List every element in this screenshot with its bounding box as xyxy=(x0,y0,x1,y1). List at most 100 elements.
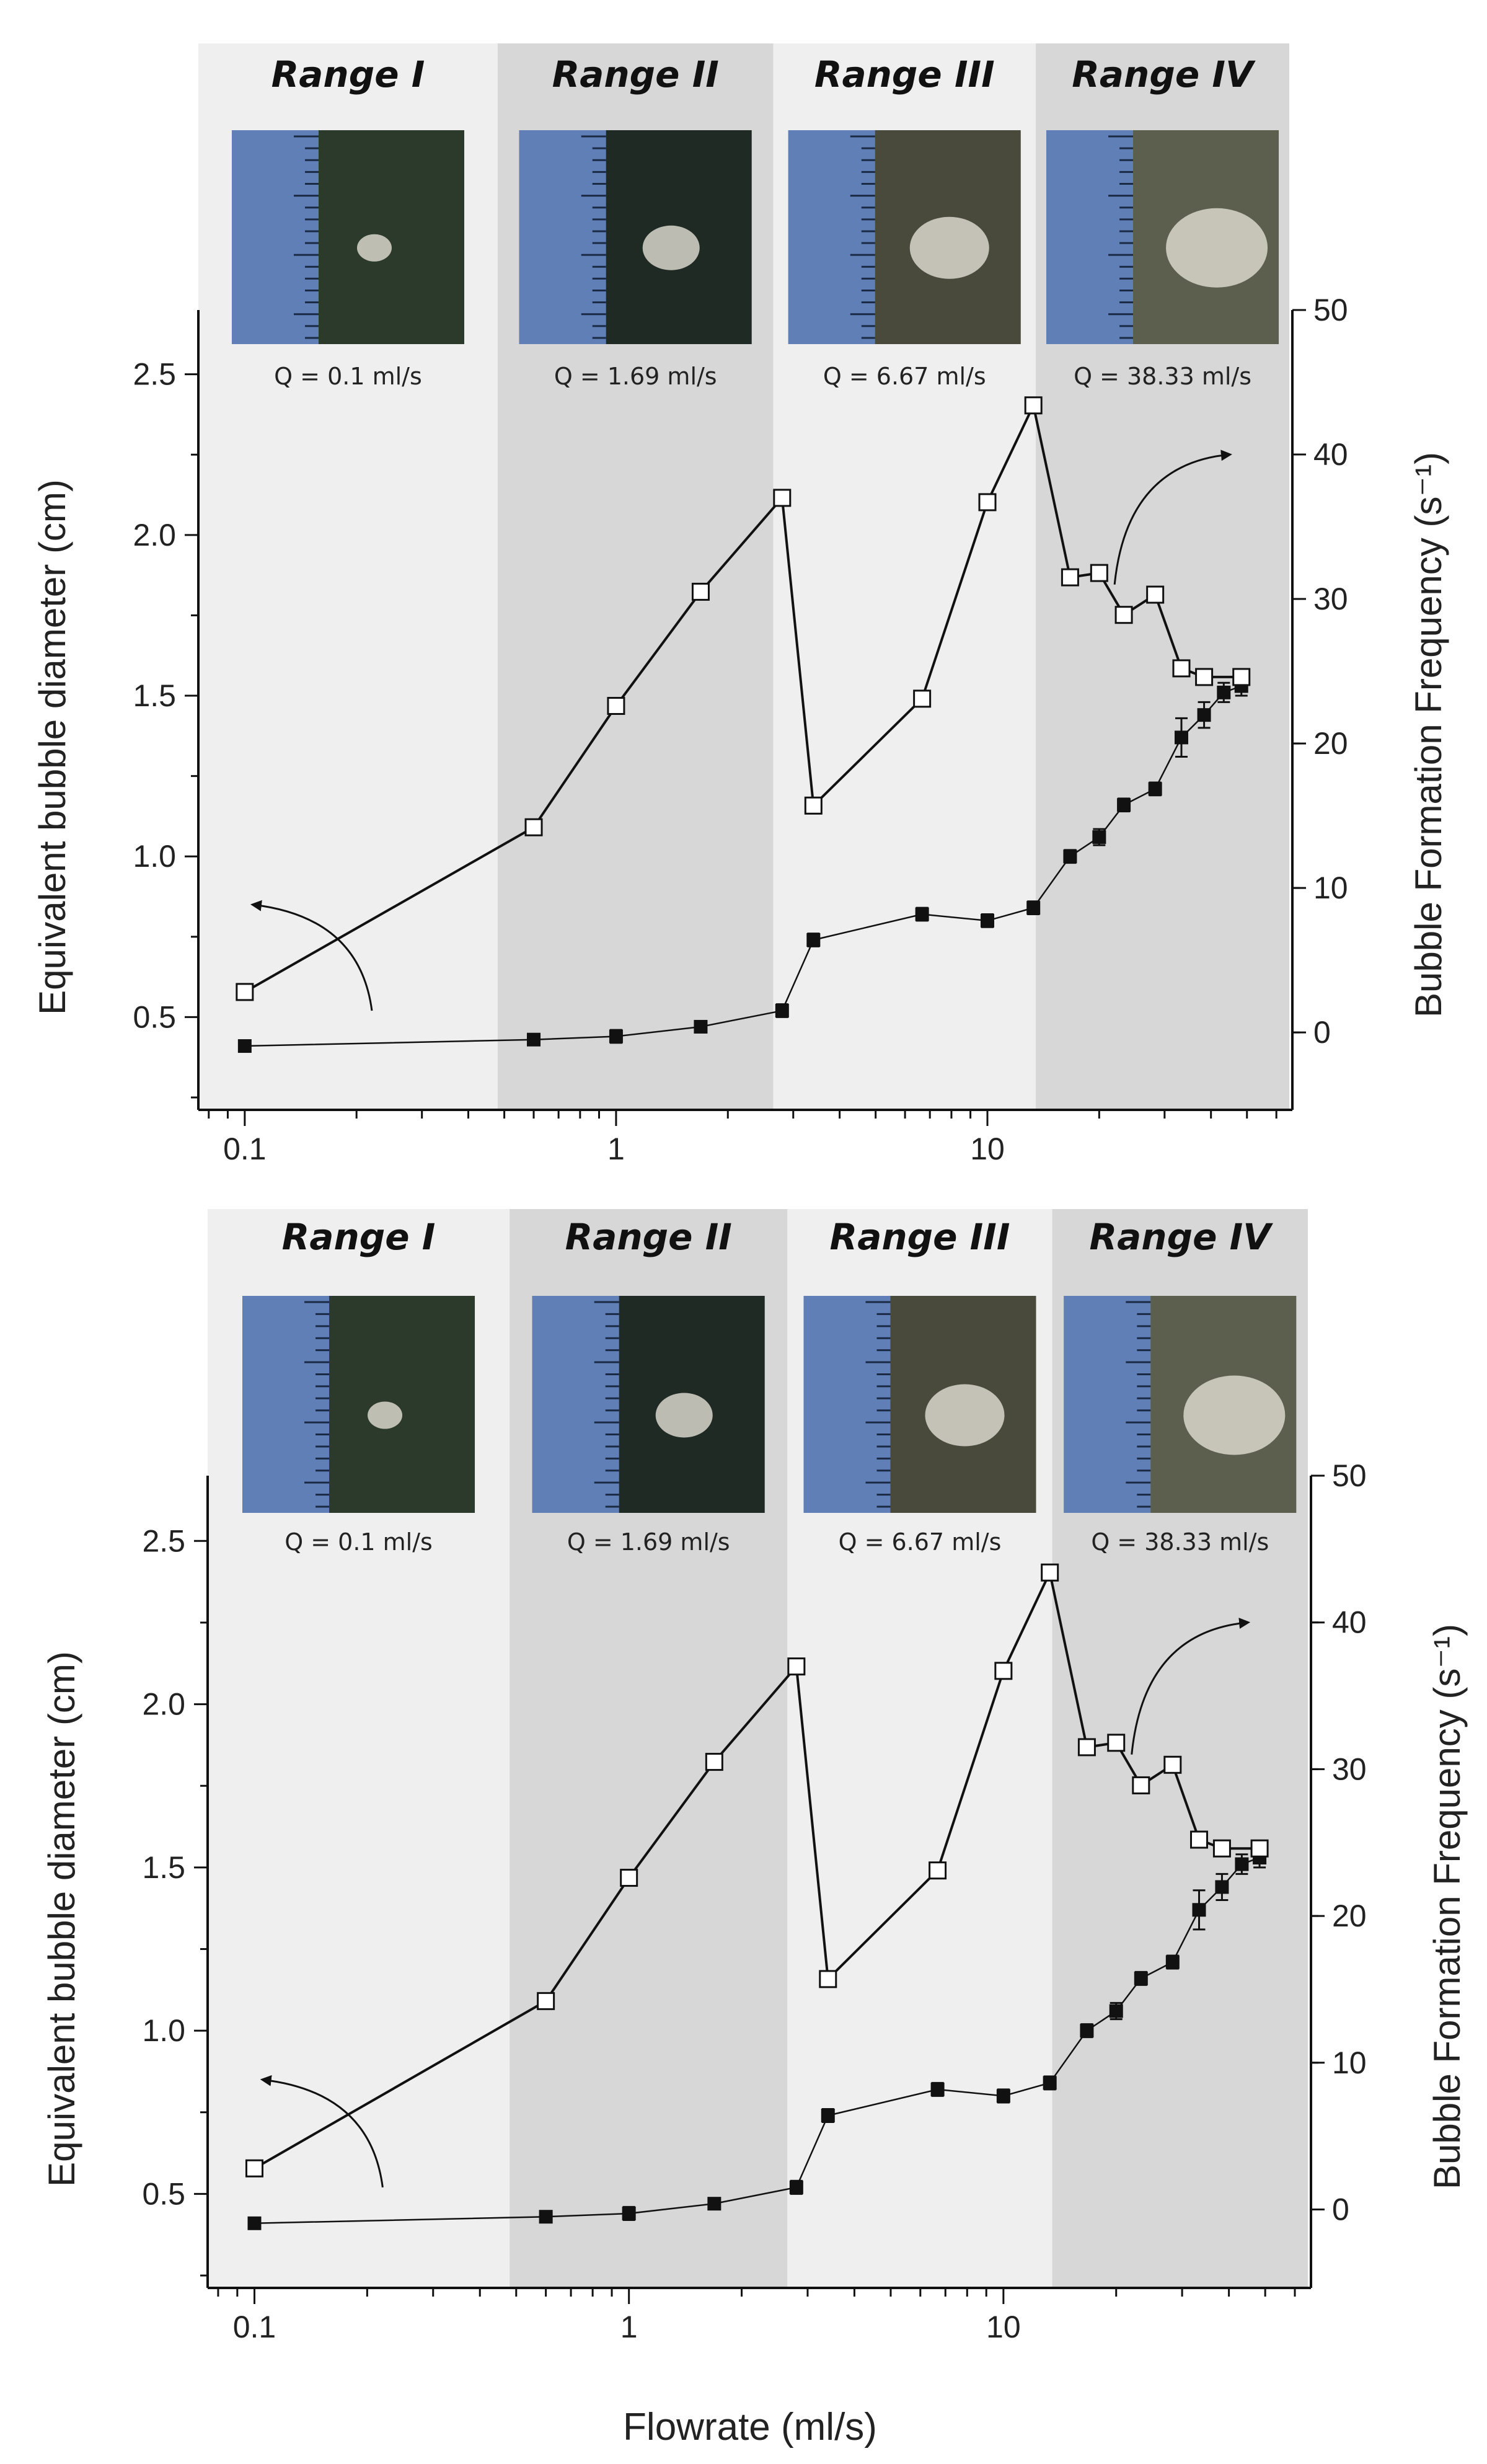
left-y-tick-label: 1.0 xyxy=(142,2013,185,2048)
frequency-point xyxy=(1024,396,1043,415)
range-photo-3 xyxy=(803,1296,1036,1513)
range-photo-4 xyxy=(1064,1296,1297,1513)
photo-ruler xyxy=(519,130,606,344)
frequency-point xyxy=(913,689,932,708)
frequency-point xyxy=(1212,1839,1231,1858)
flowrate-label-1: Q = 0.1 ml/s xyxy=(274,363,422,390)
frequency-point xyxy=(1077,1738,1096,1757)
right-y-tick-label: 30 xyxy=(1332,1752,1367,1786)
diameter-point xyxy=(775,1004,789,1018)
diameter-point xyxy=(1192,1903,1206,1917)
photo-ruler xyxy=(242,1296,330,1513)
diameter-point xyxy=(915,907,929,921)
left-y-tick-label: 2.0 xyxy=(142,1687,185,1722)
range-photo-1 xyxy=(242,1296,475,1513)
frequency-point xyxy=(1172,659,1191,678)
diameter-point xyxy=(707,2197,721,2211)
arrow-to-right-axis xyxy=(1113,450,1232,585)
diameter-point xyxy=(1109,2004,1123,2018)
frequency-series xyxy=(236,396,1251,1001)
flowrate-label-4: Q = 38.33 ml/s xyxy=(1074,363,1251,390)
flowrate-label-3: Q = 6.67 ml/s xyxy=(839,1528,1002,1556)
frequency-point xyxy=(773,489,792,507)
diameter-point xyxy=(981,913,995,928)
bubble-image xyxy=(642,225,700,270)
frequency-point xyxy=(236,983,254,1001)
photo-ruler xyxy=(532,1296,619,1513)
left-y-tick-label: 0.5 xyxy=(142,2176,185,2211)
diameter-point xyxy=(789,2180,803,2194)
x-tick-label: 1 xyxy=(620,2310,638,2344)
frequency-point xyxy=(1195,668,1214,686)
frequency-point xyxy=(1114,606,1133,624)
diameter-point xyxy=(247,2216,262,2230)
x-tick-label: 0.1 xyxy=(233,2310,276,2344)
diameter-point xyxy=(622,2206,636,2220)
frequency-point xyxy=(929,1861,947,1880)
diameter-series xyxy=(237,675,1248,1053)
bubble-image xyxy=(655,1393,713,1438)
arrow-to-left-axis xyxy=(260,2075,384,2188)
diameter-point xyxy=(1215,1880,1229,1894)
flowrate-label-2: Q = 1.69 ml/s xyxy=(554,363,717,390)
range-title-4: Range IV xyxy=(1089,1216,1273,1258)
right-y-tick-label: 50 xyxy=(1332,1458,1367,1493)
frequency-point xyxy=(607,696,625,715)
frequency-series xyxy=(245,1563,1269,2178)
photo-ruler xyxy=(1064,1296,1151,1513)
photo-ruler xyxy=(803,1296,891,1513)
flowrate-label-3: Q = 6.67 ml/s xyxy=(823,363,986,390)
frequency-point xyxy=(1232,668,1251,686)
right-y-axis-title: Bubble Formation Frequency (s⁻¹) xyxy=(1426,1624,1468,2189)
range-photo-3 xyxy=(788,130,1021,344)
range-title-2: Range II xyxy=(552,53,719,95)
x-tick-label: 10 xyxy=(986,2310,1021,2344)
frequency-point xyxy=(804,796,823,815)
diameter-point xyxy=(1217,685,1231,699)
flowrate-label-4: Q = 38.33 ml/s xyxy=(1091,1528,1269,1556)
frequency-point xyxy=(1041,1563,1059,1582)
right-y-tick-label: 50 xyxy=(1313,293,1348,327)
diameter-point xyxy=(1026,901,1041,915)
right-y-tick-label: 20 xyxy=(1313,726,1348,761)
frequency-point xyxy=(524,818,543,836)
frequency-point xyxy=(1163,1755,1182,1774)
range-photo-2 xyxy=(519,130,752,344)
range-photo-4 xyxy=(1046,130,1279,344)
photo-ruler xyxy=(231,130,319,344)
bubble-image xyxy=(925,1384,1005,1447)
right-y-tick-label: 10 xyxy=(1313,871,1348,905)
diameter-point xyxy=(1134,1971,1148,1985)
left-y-tick-label: 0.5 xyxy=(133,999,176,1034)
frequency-point xyxy=(691,582,710,601)
right-y-tick-label: 0 xyxy=(1313,1015,1331,1050)
right-y-tick-label: 30 xyxy=(1313,582,1348,616)
right-y-tick-label: 20 xyxy=(1332,1899,1367,1933)
frequency-point xyxy=(245,2159,263,2178)
bubble-image xyxy=(1166,208,1268,288)
range-photo-2 xyxy=(532,1296,765,1513)
range-title-1: Range I xyxy=(271,53,425,95)
right-y-tick-label: 0 xyxy=(1332,2192,1349,2227)
diameter-point xyxy=(539,2210,553,2224)
frequency-point xyxy=(978,493,997,512)
flowrate-label-2: Q = 1.69 ml/s xyxy=(567,1528,730,1556)
frequency-point xyxy=(1146,585,1165,604)
diameter-series xyxy=(247,1846,1267,2230)
range-photo-1 xyxy=(231,130,464,344)
left-y-tick-label: 1.0 xyxy=(133,839,176,874)
diameter-point xyxy=(1092,830,1106,844)
left-y-tick-label: 2.5 xyxy=(142,1523,185,1558)
diameter-point xyxy=(806,933,821,947)
chart-panel-top: Range I Q = 0.1 ml/s Range II Q = 1.69 ml/s… xyxy=(32,43,1449,1166)
diameter-point xyxy=(609,1029,623,1044)
photo-ruler xyxy=(1046,130,1134,344)
diameter-point xyxy=(1174,730,1188,745)
left-y-tick-label: 1.5 xyxy=(142,1850,185,1885)
flowrate-label-1: Q = 0.1 ml/s xyxy=(285,1528,433,1556)
frequency-point xyxy=(994,1662,1013,1680)
chart-panel-bottom: Range I Q = 0.1 ml/s Range II Q = 1.69 ml/s… xyxy=(41,1209,1468,2344)
diameter-point xyxy=(1043,2076,1057,2090)
diameter-point xyxy=(1080,2024,1094,2038)
left-y-axis-title: Equivalent bubble diameter (cm) xyxy=(32,479,73,1015)
